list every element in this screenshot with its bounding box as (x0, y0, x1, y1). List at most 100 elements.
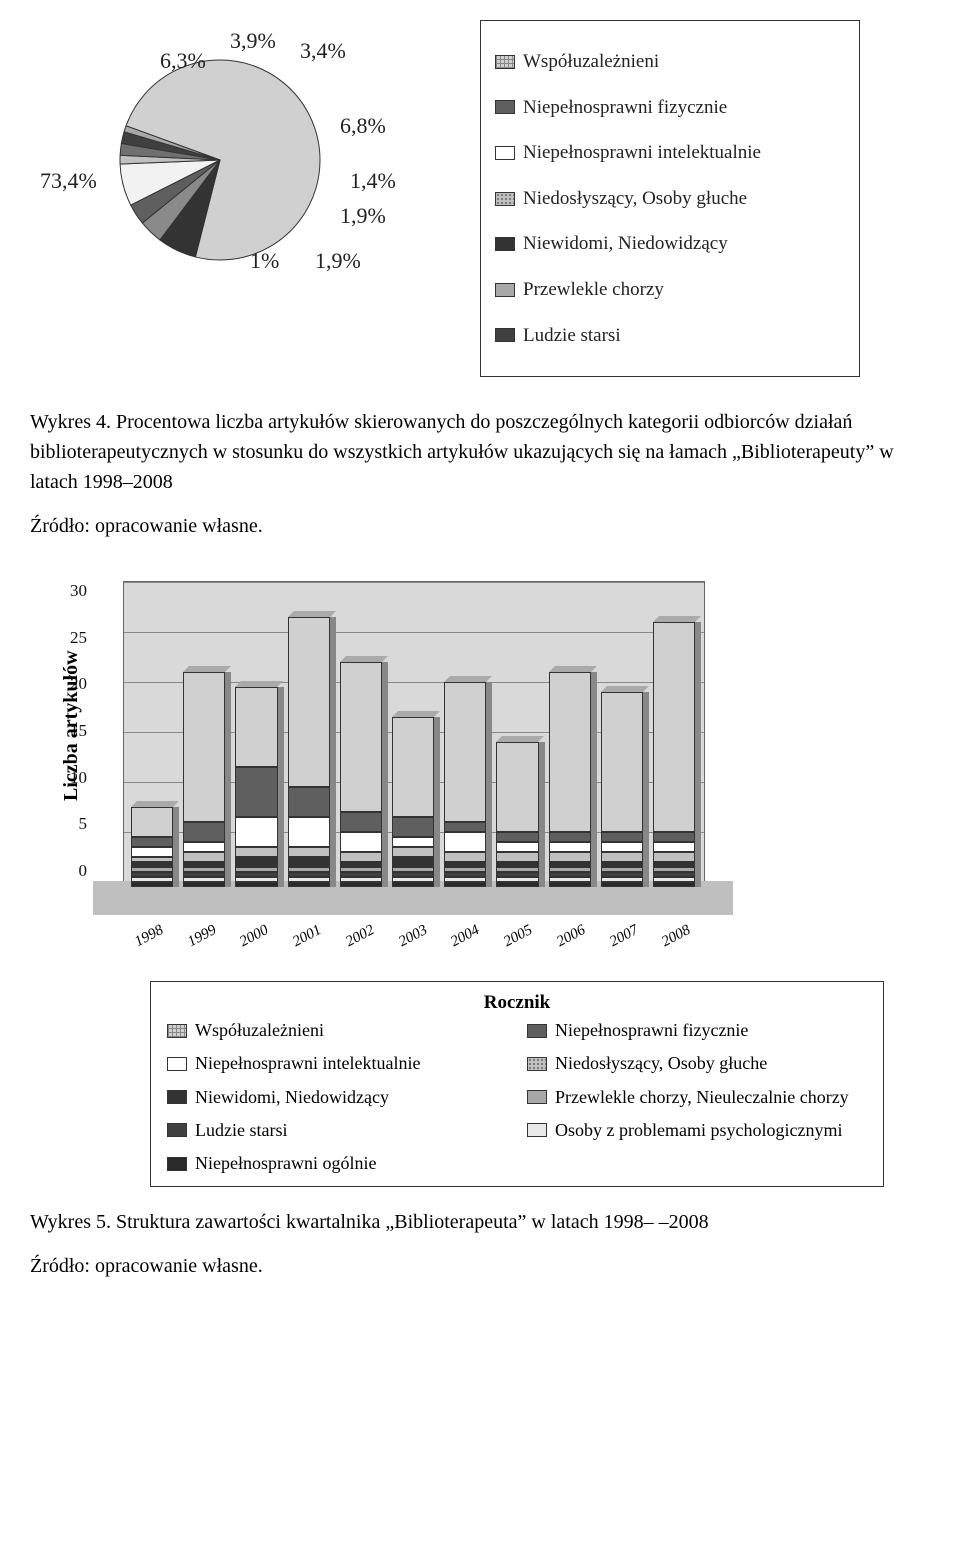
legend-swatch (527, 1123, 547, 1137)
bar-column (549, 672, 591, 887)
legend-item: Niedosłyszący, Osoby głuche (495, 176, 845, 222)
bar-column (235, 687, 277, 887)
caption-label: Wykres 5. (30, 1211, 116, 1233)
legend-label: Niepełnosprawni intelektualnie (195, 1051, 420, 1076)
xtick: 1999 (175, 917, 230, 957)
bar-column (288, 617, 330, 887)
legend-item: Współuzależnieni (495, 39, 845, 85)
bar-segment (601, 832, 643, 842)
bar-segment (653, 832, 695, 842)
bar-segment (288, 817, 330, 847)
pie-svg: 73,4%6,3%3,9%3,4%6,8%1,4%1,9%1,9%1% (30, 20, 430, 340)
bar-legend-title: Rocznik (167, 992, 867, 1014)
legend-label: Niepełnosprawni ogólnie (195, 1151, 376, 1176)
bar-segment (496, 882, 538, 887)
bar-segment (496, 832, 538, 842)
bar-side (643, 692, 649, 887)
xtick: 2007 (597, 917, 652, 957)
pie-label: 6,3% (160, 48, 206, 73)
ytick: 30 (70, 581, 87, 601)
xtick: 2002 (333, 917, 388, 957)
legend-swatch (495, 55, 515, 69)
legend-swatch (167, 1024, 187, 1038)
legend-swatch (495, 146, 515, 160)
source-2: Źródło: opracowanie własne. (30, 1251, 930, 1281)
legend-label: Przewlekle chorzy, Nieuleczalnie chorzy (555, 1085, 849, 1110)
bar-column (444, 682, 486, 887)
bar-column (601, 692, 643, 887)
caption-text: Procentowa liczba artykułów skierowanych… (30, 411, 894, 493)
bar-segment (235, 687, 277, 767)
bar-segment (183, 882, 225, 887)
bar-top (496, 736, 544, 742)
x-axis-ticks: 1998199920002001200220032004200520062007… (123, 928, 703, 945)
bar-side (486, 682, 492, 887)
bar-segment (340, 852, 382, 862)
bar-top (288, 611, 336, 617)
xtick: 2005 (491, 917, 546, 957)
bar-segment (131, 882, 173, 887)
bar-top (183, 666, 231, 672)
bars-container (123, 587, 703, 887)
legend-swatch (495, 100, 515, 114)
legend-item: Przewlekle chorzy, Nieuleczalnie chorzy (527, 1085, 867, 1110)
bar-side (695, 622, 701, 887)
legend-swatch (527, 1057, 547, 1071)
legend-item: Niepełnosprawni fizycznie (527, 1018, 867, 1043)
bar-top (653, 616, 701, 622)
legend-label: Niepełnosprawni fizycznie (555, 1018, 748, 1043)
bar-segment (392, 717, 434, 817)
legend-label: Niedosłyszący, Osoby głuche (523, 176, 747, 222)
bar-segment (392, 882, 434, 887)
ytick: 25 (70, 628, 87, 648)
legend-label: Niepełnosprawni intelektualnie (523, 130, 761, 176)
bar-segment (496, 842, 538, 852)
legend-swatch (167, 1123, 187, 1137)
bar-top (392, 711, 440, 717)
bar-segment (183, 672, 225, 822)
pie-label: 1% (250, 248, 279, 273)
bar-top (131, 801, 179, 807)
bar-segment (392, 847, 434, 857)
bar-segment (131, 807, 173, 837)
bar-top (340, 656, 388, 662)
legend-item: Niepełnosprawni ogólnie (167, 1151, 507, 1176)
xtick: 2000 (228, 917, 283, 957)
bar-column (340, 662, 382, 887)
legend-swatch (495, 192, 515, 206)
legend-swatch (167, 1057, 187, 1071)
legend-item: Osoby z problemami psychologicznymi (527, 1118, 867, 1143)
bar-segment (549, 832, 591, 842)
pie-label: 3,9% (230, 28, 276, 53)
bar-segment (340, 832, 382, 852)
bar-segment (235, 882, 277, 887)
legend-item: Niedosłyszący, Osoby głuche (527, 1051, 867, 1076)
legend-item: Ludzie starsi (167, 1118, 507, 1143)
bar-segment (653, 842, 695, 852)
xtick: 2003 (386, 917, 441, 957)
wykres5-caption: Wykres 5. Struktura zawartości kwartalni… (30, 1207, 930, 1237)
legend-label: Współuzależnieni (523, 39, 659, 85)
legend-item: Niepełnosprawni intelektualnie (495, 130, 845, 176)
bar-column (653, 622, 695, 887)
legend-item: Ludzie starsi (495, 313, 845, 359)
xtick: 2006 (544, 917, 599, 957)
bar-legend: Rocznik WspółuzależnieniNiepełnosprawni … (150, 981, 884, 1187)
bar-side (173, 807, 179, 887)
bar-top (549, 666, 597, 672)
bar-side (225, 672, 231, 887)
gridline (124, 582, 704, 583)
legend-swatch (495, 283, 515, 297)
legend-label: Osoby z problemami psychologicznymi (555, 1118, 842, 1143)
legend-label: Ludzie starsi (195, 1118, 287, 1143)
wykres4-caption: Wykres 4. Procentowa liczba artykułów sk… (30, 407, 930, 497)
legend-swatch (167, 1090, 187, 1104)
pie-label: 3,4% (300, 38, 346, 63)
pie-label: 6,8% (340, 113, 386, 138)
bar-segment (653, 852, 695, 862)
bar-segment (288, 882, 330, 887)
bar-side (434, 717, 440, 887)
legend-item: Niepełnosprawni intelektualnie (167, 1051, 507, 1076)
bar-segment (601, 882, 643, 887)
bar-segment (340, 812, 382, 832)
